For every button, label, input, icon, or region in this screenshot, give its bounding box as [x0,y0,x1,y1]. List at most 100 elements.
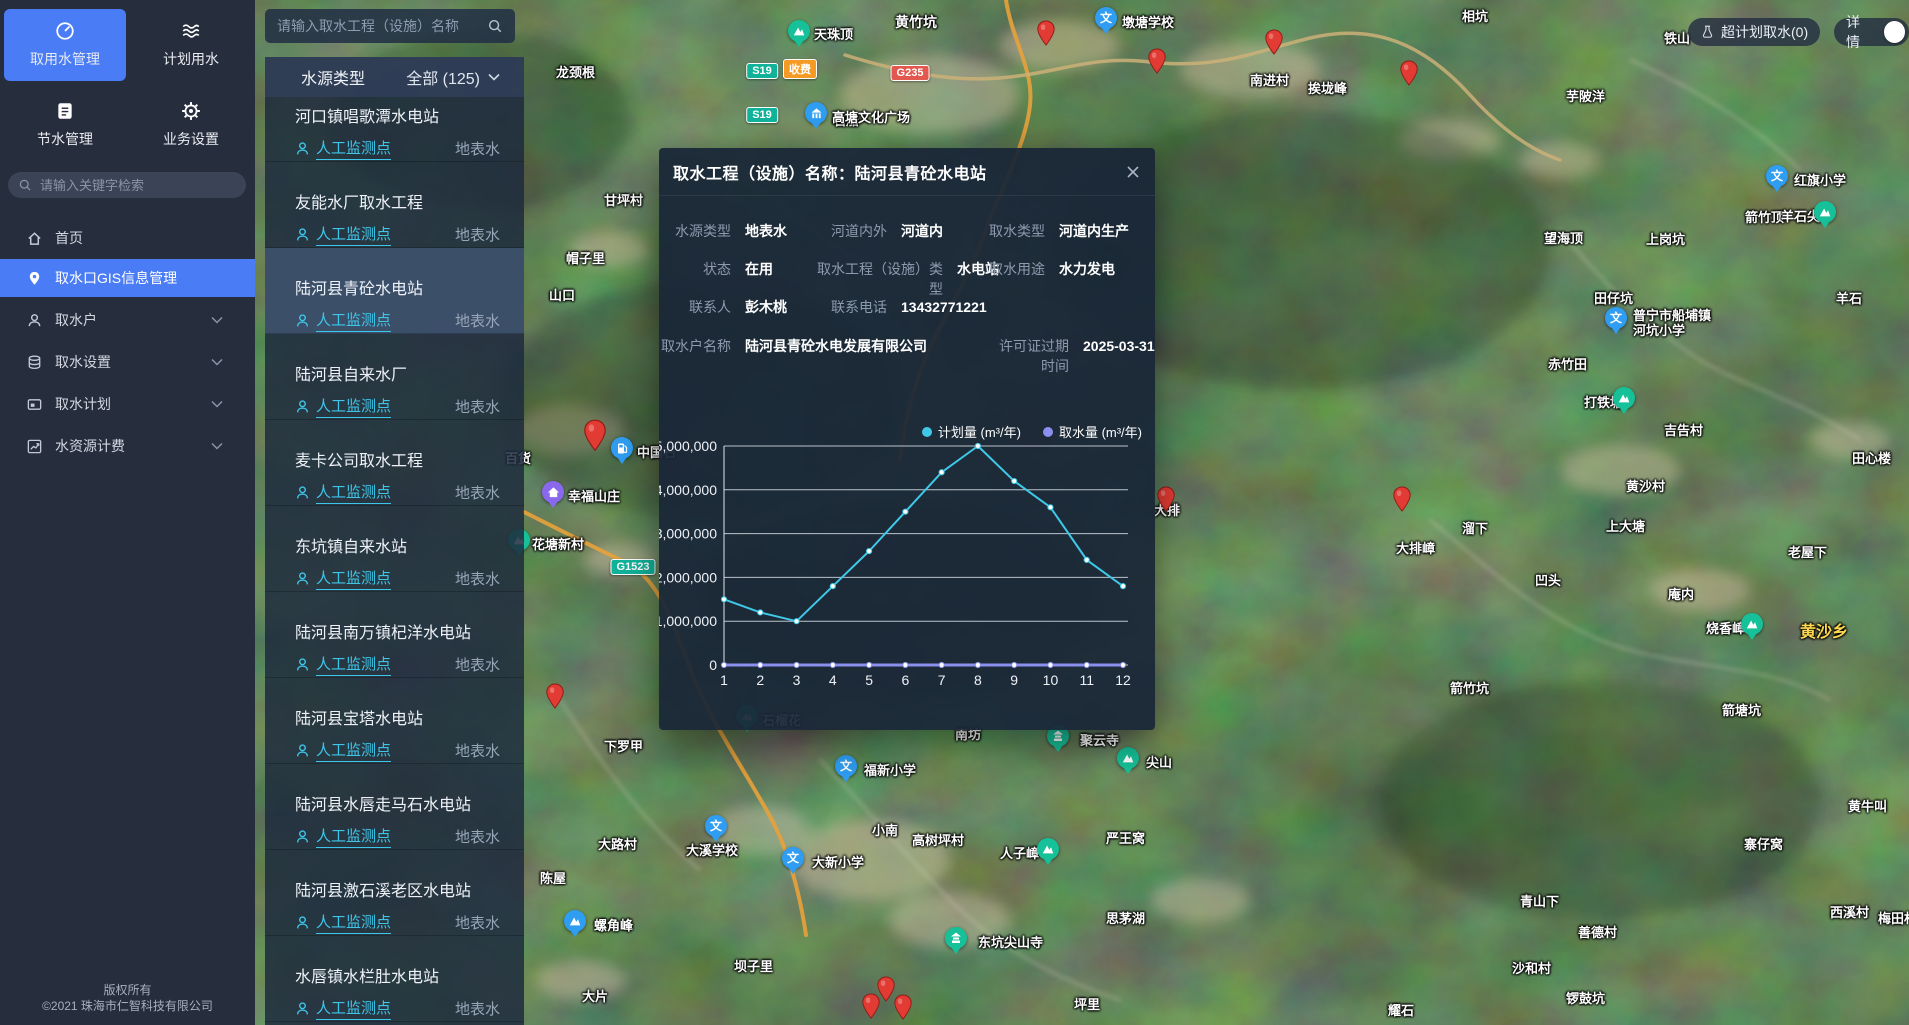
map-place-label: 铁山 [1664,31,1691,46]
manual-monitor-link[interactable]: 人工监测点 [316,653,392,676]
manual-monitor-link[interactable]: 人工监测点 [316,825,392,848]
station-list-item[interactable]: 陆河县宝塔水电站 人工监测点 地表水 [265,678,524,764]
field-取水户名称: 取水户名称 陆河县青砼水电发展有限公司 [659,336,927,356]
map-marker-mountain[interactable] [788,20,810,42]
map-marker-school[interactable]: 文 [782,847,804,869]
field-状态: 状态 在用 [667,259,773,279]
module-business-settings[interactable]: 业务设置 [130,89,252,161]
map-marker-fuel[interactable] [611,437,633,459]
field-value: 陆河县青砼水电发展有限公司 [745,338,927,354]
svg-text:12: 12 [1115,672,1131,688]
station-list-item[interactable]: 陆河县激石溪老区水电站 人工监测点 地表水 [265,850,524,936]
map-pin-marker[interactable] [583,419,608,459]
map-place-label: 寨仔窝 [1744,837,1784,852]
notes-icon [58,103,72,119]
manual-monitor-link[interactable]: 人工监测点 [316,739,392,762]
module-planned-water-use[interactable]: 计划用水 [130,9,252,81]
field-value: 河道内 [901,223,943,239]
sidebar-item-1[interactable]: 取水口GIS信息管理 [0,259,255,297]
module-label: 节水管理 [37,131,93,147]
map-marker-mountain[interactable] [1117,747,1139,769]
station-list-item[interactable]: 东坑镇自来水站 人工监测点 地表水 [265,506,524,592]
map-pin-marker[interactable] [1156,486,1176,518]
svg-text:8: 8 [974,672,982,688]
station-list-item[interactable]: 麦卡公司取水工程 人工监测点 地表水 [265,420,524,506]
source-type-label: 水源类型 [301,71,366,88]
sidebar-item-0[interactable]: 首页 [0,219,255,257]
map-pin-marker[interactable] [1036,20,1056,52]
map-marker-mountain[interactable] [1741,613,1763,635]
station-list-item[interactable]: 陆河县南万镇杞洋水电站 人工监测点 地表水 [265,592,524,678]
manual-monitor-link[interactable]: 人工监测点 [316,567,392,590]
station-list-item[interactable]: 水唇镇水栏肚水电站 人工监测点 地表水 [265,936,524,1022]
manual-monitor-link[interactable]: 人工监测点 [316,223,392,246]
map-pin-marker[interactable] [1392,486,1412,518]
module-water-intake-mgmt[interactable]: 取用水管理 [4,9,126,81]
legend-label-intake: 取水量 (m³/年) [1058,425,1142,440]
close-icon[interactable] [1125,164,1141,180]
map-marker-school[interactable]: 文 [1095,7,1117,29]
manual-monitor-link[interactable]: 人工监测点 [316,911,392,934]
over-plan-intake-button[interactable]: 超计划取水(0) [1688,18,1821,46]
location-pin-icon [29,271,40,285]
map-marker-temple[interactable] [1047,725,1069,747]
detail-toggle[interactable]: 详情 [1834,14,1909,50]
map-pin-marker[interactable] [876,976,896,1008]
map-marker-plaza[interactable] [805,102,827,124]
map-marker-school[interactable]: 文 [705,815,727,837]
manual-monitor-link[interactable]: 人工监测点 [316,997,392,1020]
station-list-item[interactable]: 陆河县自来水厂 人工监测点 地表水 [265,334,524,420]
field-value: 地表水 [745,223,787,239]
map-marker-school[interactable]: 文 [1605,307,1627,329]
legend-item-plan[interactable]: 计划量 (m³/年) [921,422,1021,441]
sidebar-item-5[interactable]: 水资源计费 [0,427,255,465]
map-pin-marker[interactable] [1147,48,1167,80]
copyright: 版权所有 ©2021 珠海市仁智科技有限公司 [0,982,255,1014]
map-marker-mountain[interactable] [1613,387,1635,409]
field-value: 水力发电 [1059,261,1115,277]
sidebar-item-3[interactable]: 取水设置 [0,343,255,381]
manual-monitor-link[interactable]: 人工监测点 [316,137,392,160]
map-marker-peak[interactable] [564,910,586,932]
station-list-item[interactable]: 河口镇唱歌潭水电站 人工监测点 地表水 [265,76,524,162]
manual-monitor-link[interactable]: 人工监测点 [316,395,392,418]
field-水源类型: 水源类型 地表水 [667,221,787,241]
map-pin-marker[interactable] [893,994,913,1025]
module-water-saving-mgmt[interactable]: 节水管理 [4,89,126,161]
water-source-type: 地表水 [454,141,500,158]
keyword-search-box[interactable] [8,172,246,198]
map-place-label: 龙颈根 [556,65,596,80]
map-marker-mountain[interactable] [1037,838,1059,860]
map-marker-mountain[interactable] [1814,201,1836,223]
source-filter-dropdown[interactable]: 全部 (125) [406,65,500,89]
station-list-item[interactable]: 友能水厂取水工程 人工监测点 地表水 [265,162,524,248]
station-search-box[interactable] [265,9,515,43]
map-place-label: 福新小学 [864,763,917,778]
sidebar-item-4[interactable]: 取水计划 [0,385,255,423]
keyword-search-input[interactable] [40,177,220,193]
station-list-item[interactable]: 陆河县水唇走马石水电站 人工监测点 地表水 [265,764,524,850]
map-marker-resort[interactable] [542,481,564,503]
map-marker-temple[interactable] [945,927,967,949]
map-pin-marker[interactable] [1264,29,1284,61]
field-value: 2025-03-31 [1083,338,1155,354]
legend-dot-intake [1042,426,1053,437]
map-pin-marker[interactable] [1399,60,1419,92]
map-place-label: 芋陂洋 [1566,89,1606,104]
road-badge-S19: S19 [746,107,778,123]
map-pin-marker[interactable] [861,993,881,1025]
field-label: 状态 [703,261,731,277]
station-search-input[interactable] [277,18,487,34]
map-marker-school[interactable]: 文 [1766,165,1788,187]
legend-item-intake[interactable]: 取水量 (m³/年) [1042,422,1142,441]
map-marker-school[interactable]: 文 [835,755,857,777]
sidebar-item-2[interactable]: 取水户 [0,301,255,339]
manual-monitor-link[interactable]: 人工监测点 [316,481,392,504]
map-pin-marker[interactable] [545,683,565,715]
field-取水类型: 取水类型 河道内生产 [955,221,1129,241]
toggle-knob[interactable] [1884,21,1905,43]
modal-header: 取水工程（设施）名称：陆河县青砼水电站 [659,148,1155,196]
station-list-item[interactable]: 陆河县青砼水电站 人工监测点 地表水 [265,248,524,334]
manual-monitor-link[interactable]: 人工监测点 [316,309,392,332]
search-icon[interactable] [487,18,503,34]
